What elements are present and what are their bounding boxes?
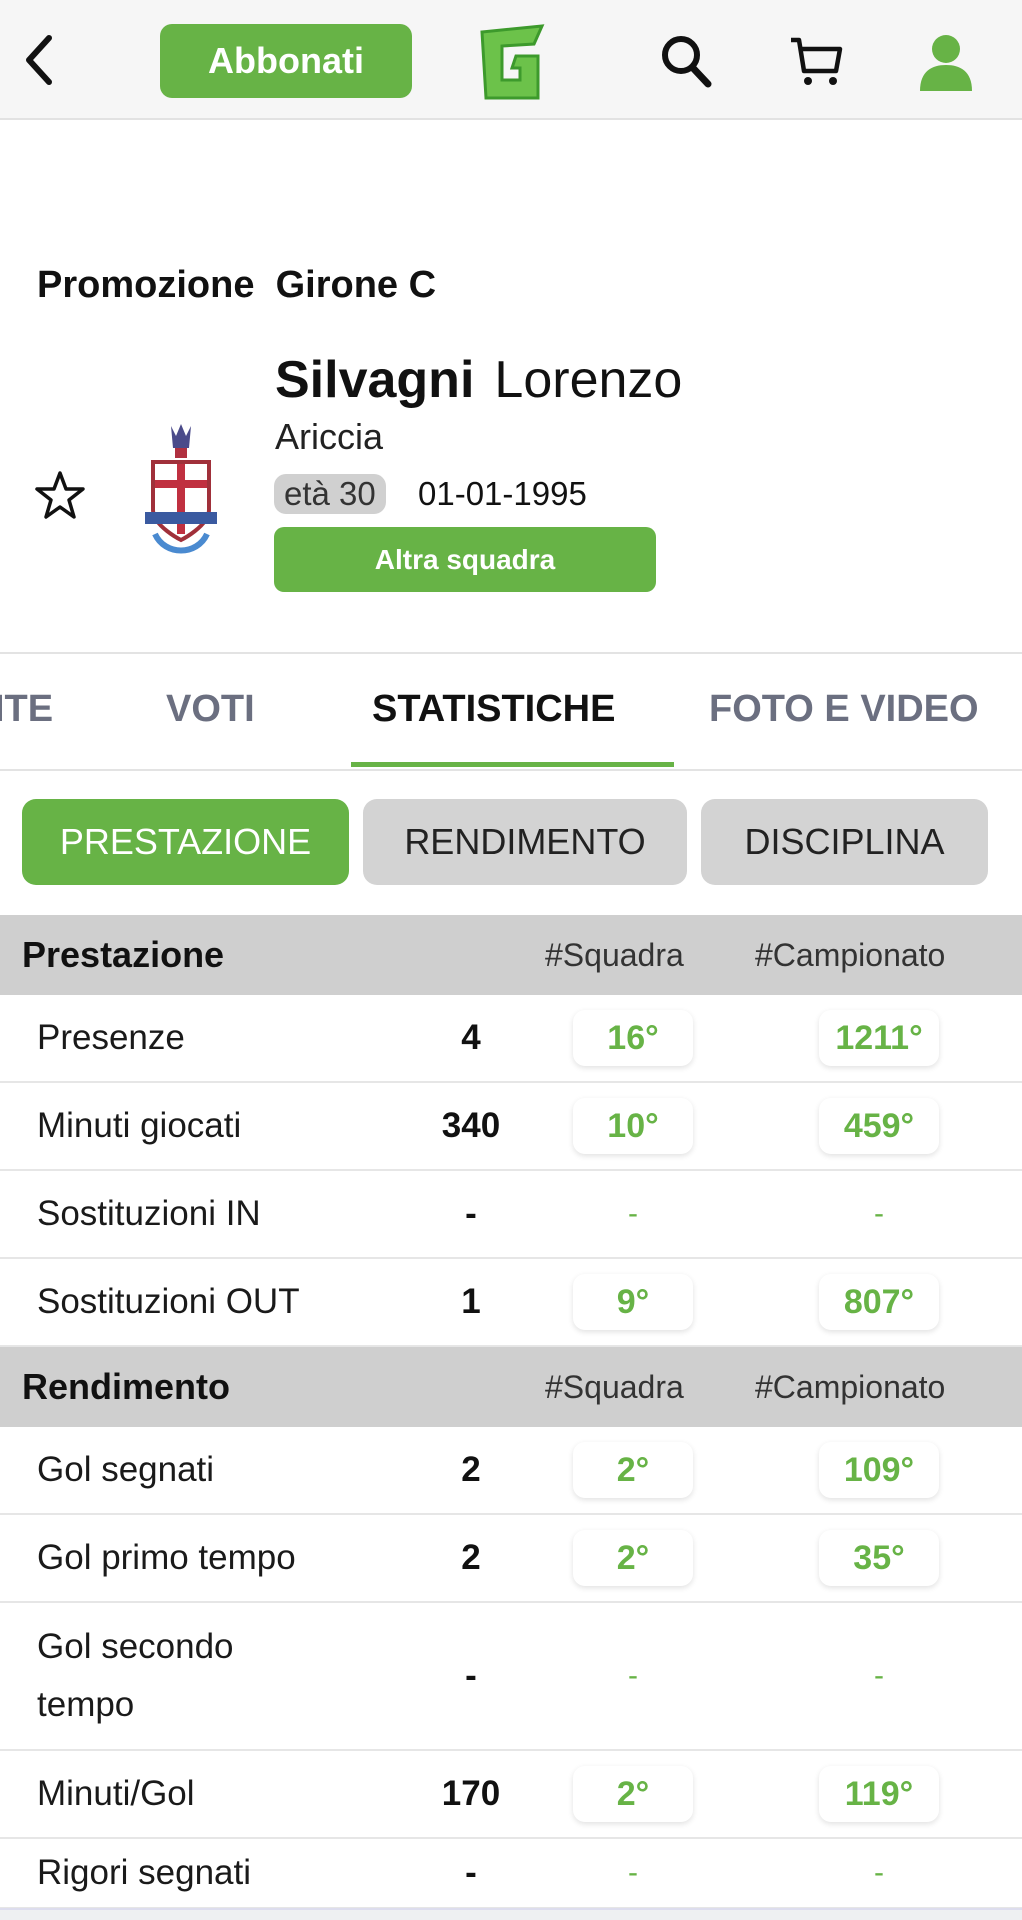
league-rank-badge: - — [819, 1648, 939, 1704]
filter-disciplina[interactable]: DISCIPLINA — [701, 799, 988, 885]
section-header: Prestazione #Squadra #Campionato — [0, 915, 1022, 995]
player-first-name: Lorenzo — [494, 351, 683, 409]
table-row: Gol primo tempo 2 2° 35° — [0, 1515, 1022, 1603]
chevron-left-icon[interactable] — [18, 30, 58, 90]
stat-value: 1 — [461, 1282, 481, 1321]
stat-value: 4 — [461, 1018, 481, 1057]
divider — [0, 652, 1022, 654]
team-rank-badge: - — [573, 1845, 693, 1901]
team-rank-badge: 16° — [573, 1010, 693, 1066]
league-rank-badge: 807° — [819, 1274, 939, 1330]
tab-voti[interactable]: VOTI — [166, 688, 255, 730]
table-row: Sostituzioni OUT 1 9° 807° — [0, 1259, 1022, 1347]
league-rank-badge: 459° — [819, 1098, 939, 1154]
team-rank-badge: 10° — [573, 1098, 693, 1154]
table-row: Sostituzioni IN - - - — [0, 1171, 1022, 1259]
section-title: Rendimento — [22, 1366, 231, 1407]
player-surname: Silvagni — [275, 351, 475, 409]
league-rank-badge: 119° — [819, 1766, 939, 1822]
league-title: Promozione Girone C — [37, 264, 437, 306]
table-row: Gol secondo tempo - - - — [0, 1603, 1022, 1751]
section-header: Rendimento #Squadra #Campionato — [0, 1347, 1022, 1427]
active-tab-indicator — [351, 762, 674, 767]
age-badge: età 30 — [274, 474, 386, 514]
column-header-league: #Campionato — [755, 1368, 946, 1405]
stat-label: Minuti giocati — [37, 1106, 242, 1145]
league-rank-badge: 1211° — [819, 1010, 939, 1066]
team-rank-badge: 2° — [573, 1766, 693, 1822]
divider — [0, 769, 1022, 771]
table-row: Presenze 4 16° 1211° — [0, 995, 1022, 1083]
stat-value: - — [465, 1853, 477, 1892]
filter-prestazione[interactable]: PRESTAZIONE — [22, 799, 349, 885]
subscribe-button[interactable]: Abbonati — [160, 24, 412, 98]
league-rank-badge: - — [819, 1186, 939, 1242]
logo-icon[interactable] — [472, 22, 550, 102]
tab-statistiche[interactable]: STATISTICHE — [372, 688, 616, 730]
column-header-team: #Squadra — [545, 1368, 684, 1405]
top-bar: Abbonati — [0, 0, 1022, 120]
stat-label: Presenze — [37, 1018, 185, 1057]
team-rank-badge: - — [573, 1648, 693, 1704]
user-icon[interactable] — [916, 32, 976, 94]
stat-label: Gol primo tempo — [37, 1538, 296, 1577]
search-icon[interactable] — [656, 30, 716, 92]
bottom-edge — [0, 1908, 1022, 1920]
league-rank-badge: 109° — [819, 1442, 939, 1498]
filter-rendimento[interactable]: RENDIMENTO — [363, 799, 687, 885]
stat-label: Gol secondo tempo — [37, 1627, 234, 1724]
stat-label: Gol segnati — [37, 1450, 215, 1489]
stats-table: Prestazione #Squadra #Campionato Presenze… — [0, 915, 1022, 1909]
column-header-league: #Campionato — [755, 936, 946, 973]
player-name: Silvagni Lorenzo — [275, 350, 682, 410]
birth-date: 01-01-1995 — [418, 475, 587, 512]
stat-value: 2 — [461, 1450, 481, 1489]
team-rank-badge: - — [573, 1186, 693, 1242]
stat-value: - — [465, 1656, 477, 1695]
other-team-button[interactable]: Altra squadra — [274, 527, 656, 592]
stat-value: - — [465, 1194, 477, 1233]
team-rank-badge: 2° — [573, 1442, 693, 1498]
star-icon[interactable] — [32, 468, 88, 524]
cart-icon[interactable] — [786, 34, 846, 90]
stat-value: 340 — [441, 1106, 501, 1145]
player-team[interactable]: Ariccia — [275, 416, 384, 457]
league-rank-badge: - — [819, 1845, 939, 1901]
table-row: Minuti giocati 340 10° 459° — [0, 1083, 1022, 1171]
table-row: Gol segnati 2 2° 109° — [0, 1427, 1022, 1515]
section-title: Prestazione — [22, 934, 225, 975]
table-row: Minuti/Gol 170 2° 119° — [0, 1751, 1022, 1839]
stat-label: Rigori segnati — [37, 1853, 251, 1892]
tab-partite[interactable]: ITE — [0, 688, 54, 730]
team-rank-badge: 2° — [573, 1530, 693, 1586]
stat-label: Sostituzioni OUT — [37, 1282, 300, 1321]
column-header-team: #Squadra — [545, 936, 684, 973]
stat-value: 170 — [441, 1774, 501, 1813]
team-crest-icon — [141, 422, 221, 564]
stat-label: Sostituzioni IN — [37, 1194, 261, 1233]
tab-foto-e-video[interactable]: FOTO E VIDEO — [709, 688, 979, 730]
team-rank-badge: 9° — [573, 1274, 693, 1330]
stat-value: 2 — [461, 1538, 481, 1577]
table-row: Rigori segnati - - - — [0, 1839, 1022, 1909]
stat-label: Minuti/Gol — [37, 1774, 195, 1813]
league-rank-badge: 35° — [819, 1530, 939, 1586]
